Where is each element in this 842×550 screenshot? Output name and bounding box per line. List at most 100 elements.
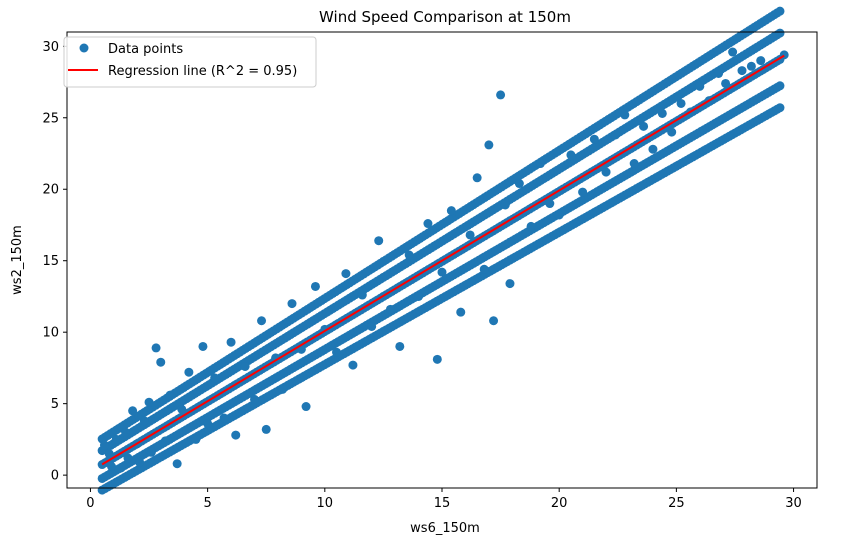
scatter-point — [231, 430, 241, 440]
scatter-point — [545, 199, 555, 209]
scatter-point — [676, 98, 686, 108]
scatter-point — [191, 434, 201, 444]
y-tick-label: 20 — [42, 183, 59, 198]
x-axis-label: ws6_150m — [410, 521, 480, 536]
scatter-point — [601, 167, 611, 177]
y-tick-label: 5 — [51, 397, 59, 412]
scatter-point — [667, 127, 677, 137]
scatter-point — [367, 321, 377, 331]
scatter-point — [160, 436, 170, 446]
scatter-point — [250, 394, 259, 404]
scatter-point — [746, 61, 756, 71]
scatter-point — [139, 416, 149, 426]
scatter-point — [184, 367, 194, 377]
scatter-point — [287, 299, 297, 309]
scatter-point — [107, 462, 117, 472]
scatter-point — [648, 144, 658, 154]
scatter-point — [756, 56, 766, 66]
scatter-point — [775, 6, 785, 16]
scatter-point — [404, 250, 414, 260]
scatter-point — [357, 290, 367, 300]
scatter-point — [172, 459, 182, 469]
scatter-point — [465, 230, 475, 240]
scatter-point — [165, 390, 175, 400]
legend-marker-data-points — [79, 43, 89, 53]
scatter-point — [479, 264, 489, 274]
scatter-point — [728, 47, 738, 57]
scatter-point — [566, 150, 576, 160]
y-tick-label: 25 — [42, 111, 59, 126]
scatter-point — [123, 453, 133, 463]
scatter-point — [526, 221, 536, 231]
scatter-point — [341, 269, 351, 279]
scatter-point — [135, 457, 145, 467]
scatter-point — [629, 159, 639, 169]
legend-box — [63, 36, 317, 88]
legend-label-data-points: Data points — [108, 42, 183, 57]
scatter-point — [714, 68, 724, 78]
scatter-point — [514, 179, 524, 189]
scatter-point — [240, 361, 250, 371]
scatter-point — [456, 307, 466, 317]
scatter-point — [301, 402, 311, 412]
scatter-point — [721, 78, 731, 88]
scatter-point — [156, 357, 166, 367]
scatter-point — [775, 81, 785, 91]
scatter-point — [639, 121, 649, 131]
scatter-point — [226, 337, 236, 347]
scatter-point — [121, 427, 131, 437]
scatter-point — [437, 267, 447, 277]
scatter-point — [775, 103, 785, 113]
regression-line — [101, 54, 785, 466]
scatter-point — [210, 373, 220, 383]
scatter-point — [535, 159, 545, 169]
legend-label-regression: Regression line (R^2 = 0.95) — [108, 64, 297, 79]
scatter-point — [500, 200, 510, 210]
scatter-point — [578, 187, 588, 197]
scatter-point — [695, 81, 705, 91]
x-tick-label: 25 — [668, 496, 685, 511]
scatter-point — [100, 440, 109, 450]
y-tick-label: 0 — [51, 469, 59, 484]
x-tick-label: 0 — [86, 496, 94, 511]
scatter-point — [203, 419, 213, 429]
x-tick-label: 15 — [434, 496, 451, 511]
y-axis-label: ws2_150m — [10, 225, 25, 295]
scatter-point — [589, 134, 599, 144]
scatter-point — [219, 413, 229, 423]
scatter-point — [775, 28, 785, 38]
scatter-point — [257, 316, 267, 326]
scatter-point — [278, 384, 288, 394]
scatter-point — [484, 140, 494, 150]
scatter-point — [554, 210, 564, 220]
scatter-point — [423, 219, 433, 229]
scatter-point — [657, 108, 667, 118]
y-tick-label: 15 — [42, 254, 59, 269]
scatter-point — [261, 424, 271, 434]
scatter-point — [177, 404, 187, 414]
scatter-point — [385, 304, 395, 314]
scatter-point — [374, 236, 384, 246]
scatter-point — [395, 341, 405, 351]
scatter-point — [489, 316, 499, 326]
scatter-point — [610, 130, 620, 140]
scatter-point — [505, 279, 515, 289]
y-tick-label: 30 — [42, 40, 59, 55]
scatter-point — [310, 281, 320, 291]
scatter-point — [432, 354, 442, 364]
scatter-point — [414, 291, 424, 301]
chart-title: Wind Speed Comparison at 150m — [319, 8, 571, 26]
scatter-point — [737, 66, 747, 76]
scatter-point — [104, 449, 114, 459]
legend: Data points Regression line (R^2 = 0.95) — [63, 36, 317, 88]
scatter-point — [128, 406, 138, 416]
scatter-point — [151, 343, 161, 353]
scatter-point — [146, 447, 156, 457]
scatter-point — [446, 206, 456, 216]
scatter-point — [332, 347, 342, 357]
scatter-point — [472, 173, 482, 183]
scatter-point — [198, 341, 208, 351]
scatter-point — [111, 434, 121, 444]
